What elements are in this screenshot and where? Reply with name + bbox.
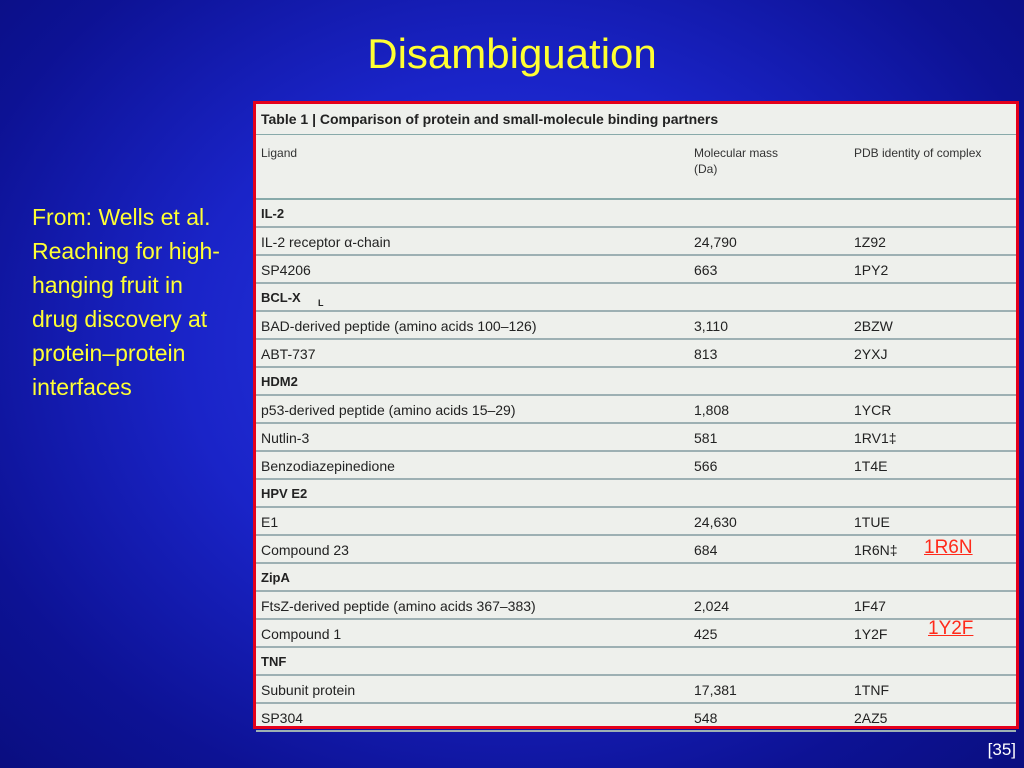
ligand-cell: Compound 23 bbox=[261, 542, 349, 558]
mass-cell: 566 bbox=[694, 458, 718, 474]
header-molecular-mass: Molecular mass (Da) bbox=[694, 145, 778, 177]
group-label: BCL-X bbox=[261, 290, 301, 305]
ligand-cell: p53-derived peptide (amino acids 15–29) bbox=[261, 402, 516, 418]
table-row: Compound 1 425 1Y2F bbox=[256, 620, 1016, 648]
table-row: Benzodiazepinedione 566 1T4E bbox=[256, 452, 1016, 480]
mass-cell: 425 bbox=[694, 626, 718, 642]
pdb-cell: 1F47 bbox=[854, 598, 886, 614]
table-group-row: HPV E2 bbox=[256, 480, 1016, 508]
mass-cell: 548 bbox=[694, 710, 718, 726]
pdb-cell: 1PY2 bbox=[854, 262, 889, 278]
pdb-cell: 1R6N‡ bbox=[854, 542, 898, 558]
table-row: IL-2 receptor α-chain 24,790 1Z92 bbox=[256, 228, 1016, 256]
ligand-cell: Compound 1 bbox=[261, 626, 342, 642]
table-row: p53-derived peptide (amino acids 15–29) 1… bbox=[256, 396, 1016, 424]
ligand-cell: Benzodiazepinedione bbox=[261, 458, 395, 474]
ligand-cell: Subunit protein bbox=[261, 682, 356, 698]
table-row: SP304 548 2AZ5 bbox=[256, 704, 1016, 732]
mass-cell: 17,381 bbox=[694, 682, 737, 698]
comparison-table: Table 1 | Comparison of protein and smal… bbox=[253, 101, 1019, 732]
mass-cell: 581 bbox=[694, 430, 718, 446]
mass-cell: 24,630 bbox=[694, 514, 737, 530]
pdb-cell: 1Z92 bbox=[854, 234, 886, 250]
ligand-cell: SP304 bbox=[261, 710, 304, 726]
pdb-cell: 1RV1‡ bbox=[854, 430, 897, 446]
table-row: BAD-derived peptide (amino acids 100–126… bbox=[256, 312, 1016, 340]
table-row: SP4206 663 1PY2 bbox=[256, 256, 1016, 284]
table-group-row: IL-2 bbox=[256, 200, 1016, 228]
group-label: HPV E2 bbox=[261, 486, 308, 501]
table-body: IL-2 IL-2 receptor α-chain 24,790 1Z92 SP420… bbox=[256, 200, 1016, 732]
ligand-cell: FtsZ-derived peptide (amino acids 367–38… bbox=[261, 598, 536, 614]
slide-title: Disambiguation bbox=[367, 30, 657, 77]
source-citation: From: Wells et al. Reaching for high-han… bbox=[32, 204, 220, 400]
pdb-cell: 1YCR bbox=[854, 402, 892, 418]
mass-cell: 3,110 bbox=[694, 318, 728, 334]
link-1r6n[interactable]: 1R6N bbox=[924, 537, 973, 558]
header-mass-line2: (Da) bbox=[694, 162, 718, 176]
group-label: IL-2 bbox=[261, 206, 285, 221]
pdb-cell: 1TNF bbox=[854, 682, 889, 698]
group-label-subscript: L bbox=[318, 298, 324, 308]
pdb-cell: 1T4E bbox=[854, 458, 888, 474]
table-row: ABT-737 813 2YXJ bbox=[256, 340, 1016, 368]
header-ligand: Ligand bbox=[261, 146, 298, 160]
page-number: [35] bbox=[987, 740, 1016, 759]
ligand-cell: SP4206 bbox=[261, 262, 311, 278]
group-label: HDM2 bbox=[261, 374, 298, 389]
mass-cell: 2,024 bbox=[694, 598, 730, 614]
group-label: TNF bbox=[261, 654, 287, 669]
table-row: Compound 23 684 1R6N‡ bbox=[256, 536, 1016, 564]
header-pdb: PDB identity of complex bbox=[854, 146, 982, 160]
mass-cell: 24,790 bbox=[694, 234, 737, 250]
ligand-cell: IL-2 receptor α-chain bbox=[261, 234, 391, 250]
table-group-row: HDM2 bbox=[256, 368, 1016, 396]
ligand-cell: ABT-737 bbox=[261, 346, 316, 362]
table-row: FtsZ-derived peptide (amino acids 367–38… bbox=[256, 592, 1016, 620]
pdb-cell: 2AZ5 bbox=[854, 710, 888, 726]
mass-cell: 1,808 bbox=[694, 402, 730, 418]
table-title: Table 1 | Comparison of protein and smal… bbox=[256, 104, 1016, 135]
table-row: Nutlin-3 581 1RV1‡ bbox=[256, 424, 1016, 452]
group-label: ZipA bbox=[261, 570, 290, 585]
mass-cell: 663 bbox=[694, 262, 718, 278]
pdb-cell: 1TUE bbox=[854, 514, 890, 530]
table-row: E1 24,630 1TUE bbox=[256, 508, 1016, 536]
header-mass-line1: Molecular mass bbox=[694, 146, 779, 160]
table-header: Ligand Molecular mass (Da) PDB identity … bbox=[256, 135, 1016, 200]
pdb-cell: 2BZW bbox=[854, 318, 893, 334]
table-group-row: TNF bbox=[256, 648, 1016, 676]
table-group-row: BCL-X L bbox=[256, 284, 1016, 312]
pdb-cell: 1Y2F bbox=[854, 626, 888, 642]
ligand-cell: Nutlin-3 bbox=[261, 430, 310, 446]
ligand-cell: E1 bbox=[261, 514, 279, 530]
ligand-cell: BAD-derived peptide (amino acids 100–126… bbox=[261, 318, 537, 334]
mass-cell: 684 bbox=[694, 542, 718, 558]
pdb-cell: 2YXJ bbox=[854, 346, 888, 362]
link-1y2f[interactable]: 1Y2F bbox=[928, 618, 974, 639]
mass-cell: 813 bbox=[694, 346, 718, 362]
table-group-row: ZipA bbox=[256, 564, 1016, 592]
table-row: Subunit protein 17,381 1TNF bbox=[256, 676, 1016, 704]
